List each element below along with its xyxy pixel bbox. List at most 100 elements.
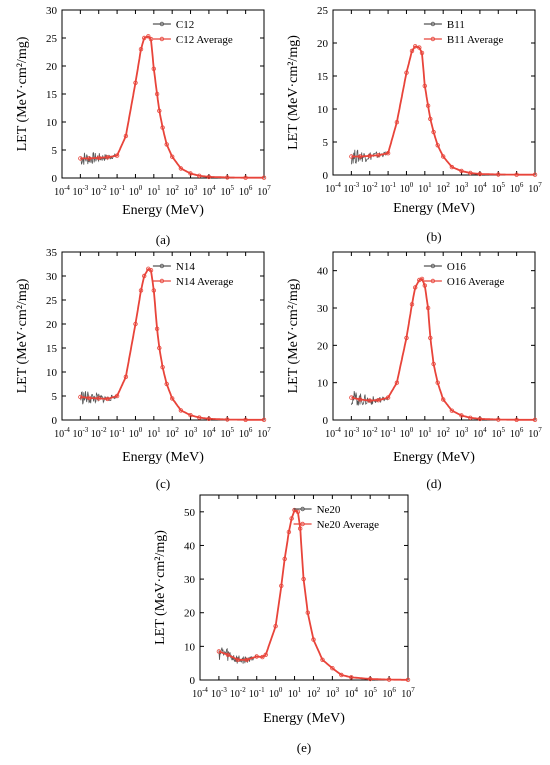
- x-tick-label: 106: [382, 686, 396, 700]
- y-tick-label: 10: [184, 641, 196, 653]
- x-tick-label: 101: [288, 686, 302, 700]
- legend-label: O16 Average: [447, 276, 505, 288]
- y-tick-label: 20: [46, 61, 58, 73]
- y-tick-label: 15: [317, 71, 329, 83]
- legend-marker: [300, 521, 305, 527]
- average-line: [80, 35, 264, 179]
- average-point: [441, 397, 446, 402]
- average-point: [279, 583, 284, 588]
- average-point: [105, 155, 110, 160]
- average-point: [376, 152, 381, 158]
- y-tick-label: 25: [46, 33, 58, 45]
- y-tick-label: 25: [317, 5, 329, 17]
- y-tick-label: 0: [52, 173, 58, 185]
- average-point: [386, 677, 392, 682]
- average-point: [169, 154, 175, 159]
- y-tick-label: 40: [184, 540, 196, 552]
- y-tick-label: 0: [52, 415, 58, 427]
- x-axis-label: Energy (MeV): [122, 450, 204, 465]
- legend-marker: [430, 36, 436, 42]
- legend-entry: B11 Average: [423, 34, 504, 46]
- x-tick-label: 100: [129, 184, 143, 198]
- x-tick-label: 105: [221, 184, 235, 198]
- average-point: [273, 624, 278, 629]
- x-tick-label: 101: [147, 184, 161, 198]
- average-point: [154, 91, 160, 97]
- x-axis-label: Energy (MeV): [122, 203, 204, 218]
- legend-label: N14 Average: [176, 276, 234, 288]
- x-tick-label: 10-1: [380, 426, 396, 440]
- average-line: [351, 45, 535, 176]
- average-point: [459, 413, 464, 418]
- average-point: [188, 413, 193, 418]
- x-tick-label: 10-1: [249, 686, 265, 700]
- average-point: [169, 396, 175, 401]
- average-point: [385, 395, 391, 400]
- average-point: [431, 129, 436, 135]
- legend-label: Ne20: [317, 504, 341, 516]
- y-tick-label: 15: [46, 89, 58, 101]
- legend-entry: C12 Average: [152, 34, 233, 46]
- series-raw: [218, 509, 408, 681]
- average-point: [216, 649, 222, 654]
- average-point: [178, 408, 184, 413]
- average-point: [376, 398, 381, 403]
- x-tick-label: 106: [239, 426, 253, 440]
- y-tick-label: 20: [46, 319, 58, 331]
- legend-marker: [159, 278, 165, 284]
- average-point: [133, 321, 138, 327]
- average-point: [289, 516, 294, 521]
- average-point: [148, 268, 154, 273]
- x-tick-label: 105: [492, 181, 506, 195]
- average-point: [282, 556, 287, 562]
- average-point: [496, 172, 501, 177]
- average-point: [367, 398, 372, 403]
- average-point: [96, 155, 101, 160]
- average-point: [349, 675, 354, 680]
- x-tick-label: 103: [455, 181, 469, 195]
- x-tick-label: 107: [528, 426, 542, 440]
- average-point: [164, 381, 169, 387]
- legend-entry: C12: [152, 19, 194, 31]
- legend-label: C12: [176, 19, 194, 31]
- y-tick-label: 30: [317, 303, 329, 315]
- legend-label: O16: [447, 261, 466, 273]
- legend-entry: Ne20: [293, 504, 341, 516]
- average-point: [514, 172, 519, 177]
- x-tick-label: 100: [269, 686, 283, 700]
- x-tick-label: 10-2: [362, 426, 378, 440]
- average-point: [496, 417, 501, 422]
- x-tick-label: 10-1: [380, 181, 396, 195]
- average-point: [151, 288, 156, 293]
- average-point: [428, 116, 433, 122]
- legend-entry: N14 Average: [152, 276, 234, 288]
- y-axis-label: LET (MeV·cm²/mg): [153, 530, 168, 645]
- x-tick-label: 101: [147, 426, 161, 440]
- average-point: [413, 285, 418, 290]
- average-point: [368, 676, 373, 682]
- average-point: [260, 654, 265, 660]
- y-tick-label: 5: [52, 145, 58, 157]
- average-point: [96, 396, 101, 401]
- y-tick-label: 10: [46, 117, 58, 129]
- x-tick-label: 10-4: [54, 184, 70, 198]
- y-axis-label: LET (MeV·cm²/mg): [286, 35, 301, 150]
- average-point: [141, 35, 147, 41]
- x-tick-label: 10-1: [109, 184, 125, 198]
- x-tick-label: 103: [184, 184, 198, 198]
- average-point: [417, 45, 422, 50]
- average-point: [428, 335, 433, 341]
- y-tick-label: 20: [317, 340, 329, 352]
- average-point: [254, 654, 259, 659]
- average-point: [349, 395, 354, 400]
- legend-entry: O16: [423, 261, 466, 273]
- average-point: [206, 416, 212, 421]
- series-average: [78, 34, 267, 180]
- x-tick-label: 107: [528, 181, 542, 195]
- average-point: [477, 171, 483, 177]
- chart-panel-1: 0 5 10 15 20 25 30 10-4 10-3 10-2 10-1 100 101 102 103…: [15, 5, 271, 247]
- average-point: [532, 417, 538, 422]
- average-point: [435, 143, 440, 148]
- average-point: [349, 154, 354, 159]
